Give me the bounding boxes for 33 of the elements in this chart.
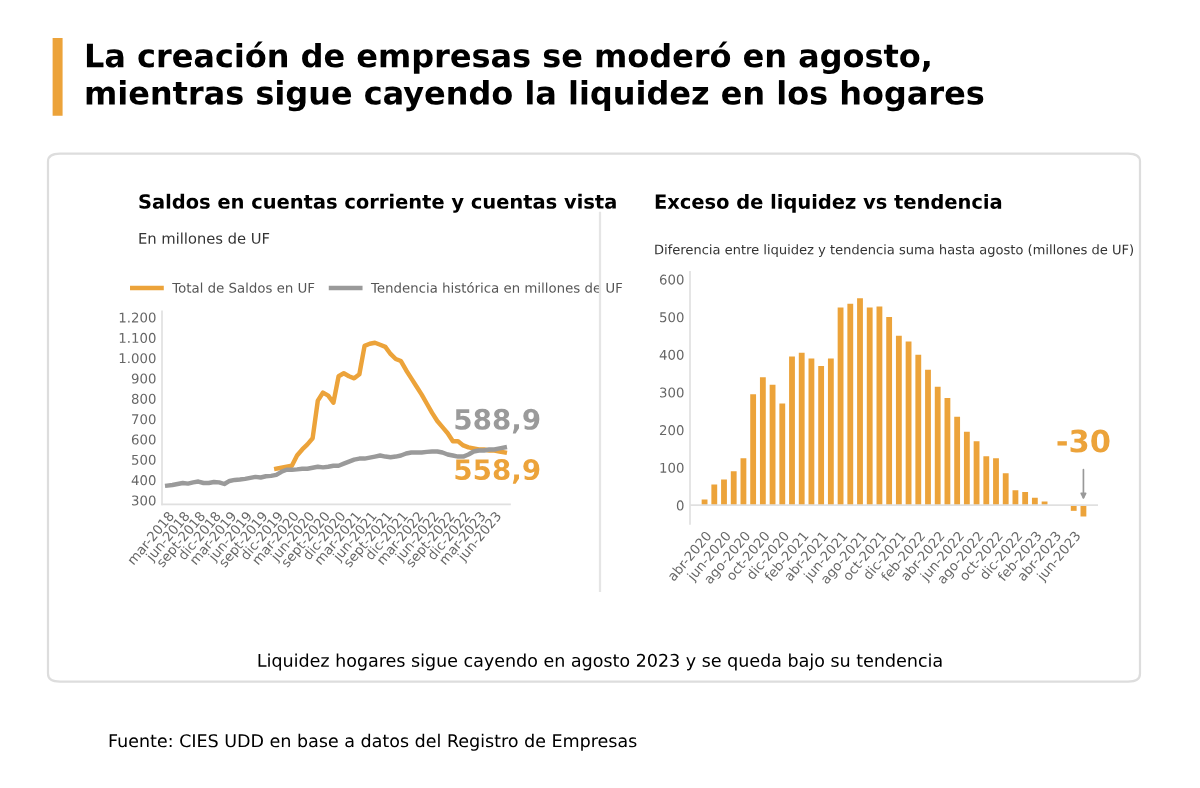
bar [1022,492,1029,506]
bar [963,431,970,506]
bar [866,307,873,506]
chart-title: Exceso de liquidez vs tendencia [655,193,1002,213]
bar [730,471,737,506]
bar [934,386,941,506]
annotation: 558,9 [455,459,540,484]
bar [789,356,795,506]
bar [925,369,931,506]
bar [993,458,999,506]
text: Liquidez hogares sigue cayendo en agosto 2023 y se queda bajo su tendencia [258,653,942,671]
bar [779,403,786,506]
bar [915,354,922,506]
bar [886,317,893,506]
bar [1002,473,1009,506]
text: La creación de empresas se moderó en agosto, mientras sigue cayendo la liquidez en los hogares [86,41,984,112]
bar [798,352,805,506]
chart-title: Saldos en cuentas corriente y cuentas vista [139,193,616,213]
bar [750,394,757,506]
bar [827,358,834,506]
bar [818,365,825,506]
bar [1070,505,1077,511]
bar [759,377,766,506]
bar [857,298,863,506]
bar [954,416,961,506]
bar [721,479,727,506]
bar [895,335,902,506]
bar [847,303,854,506]
source-note: Fuente: CIES UDD en base a datos del Registro de Empresas [109,733,637,751]
bar [983,456,990,506]
annotation: 588,9 [455,408,540,434]
data-label: -30 [1057,429,1110,453]
bar [711,484,718,506]
